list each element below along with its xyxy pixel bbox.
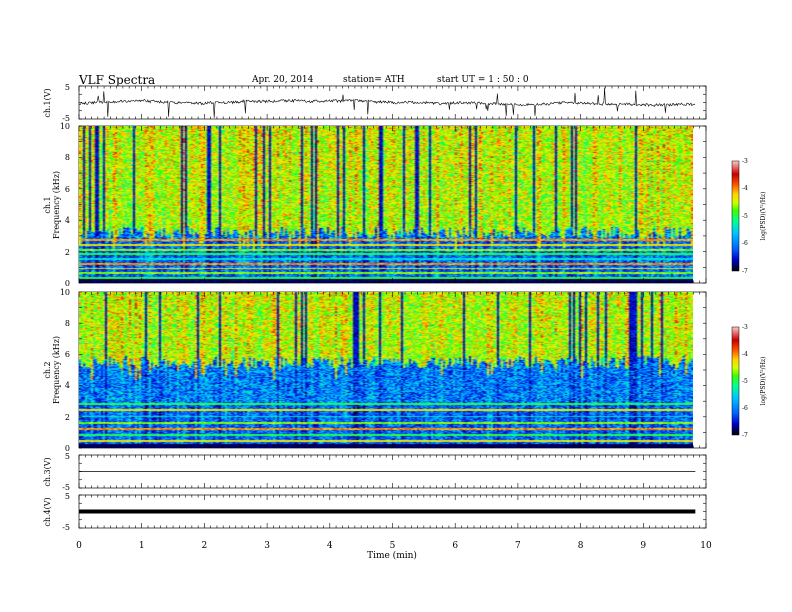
ch2-spectrogram-channel-label: ch.2	[43, 361, 52, 378]
ch1-spectrogram-panel: 0 2 4 6 8 10 ch.1 Frequency (kHz)	[43, 122, 707, 288]
cb2-label: log(PSD)(V²/Hz)	[760, 357, 767, 406]
ch4-ytick-top: 5	[65, 492, 70, 501]
time-axis-tick-labels: 0 1 2 3 4 5 6 7 8 9 10	[76, 541, 712, 551]
x-tick-label-8: 8	[578, 541, 584, 551]
ch4-waveform-ylabel: ch.4(V)	[43, 497, 52, 526]
ch4-waveform-panel: 5 -5 ch.4(V)	[43, 492, 707, 532]
ch1-spec-ytick-6: 6	[65, 185, 70, 194]
ch1-waveform-ylabel: ch.1(V)	[43, 88, 52, 117]
cb2-tick-m7: -7	[742, 432, 748, 439]
ch2-spectrogram-panel: 0 2 4 6 8 10 ch.2 Frequency (kHz)	[43, 288, 707, 453]
ch1-spec-ytick-4: 4	[65, 216, 70, 225]
ch1-colorbar: -3 -4 -5 -6 -7 log(PSD)(V²/Hz)	[731, 158, 767, 275]
ch1-spectrogram-yticks: 0 2 4 6 8 10	[60, 122, 70, 288]
cb2-tick-m3: -3	[742, 324, 748, 331]
x-tick-label-3: 3	[264, 541, 270, 551]
start-time-label: start UT = 1 : 50 : 0	[437, 75, 529, 85]
ch1-spec-ytick-10: 10	[60, 122, 70, 131]
ch1-spec-ytick-0: 0	[65, 279, 70, 288]
ch2-spec-ytick-8: 8	[65, 319, 70, 328]
cb2-tick-m6: -6	[742, 405, 748, 412]
ch1-spec-ytick-2: 2	[65, 248, 70, 257]
x-tick-label-0: 0	[76, 541, 82, 551]
ch2-spectrogram-image	[79, 292, 693, 448]
x-tick-label-1: 1	[139, 541, 145, 551]
figure-title: VLF Spectra	[78, 73, 155, 87]
cb1-tick-m7: -7	[742, 268, 748, 275]
panel-tick-marks	[78, 85, 707, 529]
ch3-waveform-panel: 5 -5 ch.3(V)	[43, 452, 707, 492]
ch2-spec-ytick-6: 6	[65, 350, 70, 359]
time-axis-label: Time (min)	[367, 550, 417, 561]
cb1-tick-m3: -3	[742, 158, 748, 165]
x-tick-label-4: 4	[327, 541, 333, 551]
x-tick-label-7: 7	[515, 541, 521, 551]
cb1-tick-m4: -4	[742, 185, 748, 192]
ch2-spec-ytick-2: 2	[65, 413, 70, 422]
ch4-ytick-bottom: -5	[62, 523, 70, 532]
ch1-spectrogram-image	[79, 126, 693, 283]
x-tick-label-6: 6	[452, 541, 458, 551]
ch1-waveform-line	[78, 87, 696, 118]
ch1-spectrogram-ylabel: Frequency (kHz)	[52, 171, 61, 239]
ch2-spectrogram-ylabel: Frequency (kHz)	[52, 336, 61, 404]
ch2-spec-ytick-4: 4	[65, 381, 70, 390]
x-tick-label-5: 5	[390, 541, 396, 551]
ch2-colorbar: -3 -4 -5 -6 -7 log(PSD)(V²/Hz)	[731, 324, 767, 439]
cb1-tick-m5: -5	[742, 213, 748, 220]
ch3-ytick-top: 5	[65, 452, 70, 461]
ch1-ytick-bottom: -5	[62, 114, 70, 123]
ch2-spectrogram-yticks: 0 2 4 6 8 10	[60, 288, 70, 453]
cb2-tick-m4: -4	[742, 351, 748, 358]
cb2-tick-m5: -5	[742, 378, 748, 385]
ch1-ytick-top: 5	[65, 83, 70, 92]
ch3-ytick-bottom: -5	[62, 483, 70, 492]
ch2-spec-ytick-0: 0	[65, 444, 70, 453]
ch1-spec-ytick-8: 8	[65, 153, 70, 162]
ch1-waveform-panel: 5 -5 ch.1(V)	[43, 83, 707, 123]
cb1-label: log(PSD)(V²/Hz)	[760, 192, 767, 241]
date-label: Apr. 20, 2014	[251, 75, 314, 85]
ch1-spectrogram-channel-label: ch.1	[43, 196, 52, 213]
ch3-waveform-ylabel: ch.3(V)	[43, 457, 52, 486]
station-label: station= ATH	[343, 75, 405, 85]
cb1-tick-m6: -6	[742, 240, 748, 247]
ch2-spec-ytick-10: 10	[60, 288, 70, 297]
x-tick-label-10: 10	[700, 541, 712, 551]
x-tick-label-9: 9	[640, 541, 646, 551]
x-tick-label-2: 2	[202, 541, 208, 551]
